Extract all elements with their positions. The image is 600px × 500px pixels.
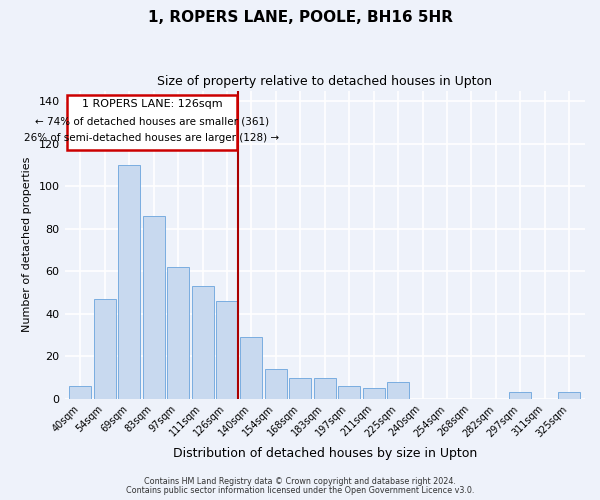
Bar: [241, 337, 262, 399]
Bar: [314, 378, 336, 399]
Bar: [387, 382, 409, 399]
Bar: [191, 286, 214, 399]
Bar: [216, 301, 238, 399]
FancyBboxPatch shape: [67, 95, 237, 150]
Bar: [509, 392, 531, 399]
Bar: [94, 299, 116, 399]
Bar: [167, 267, 189, 399]
Text: 1 ROPERS LANE: 126sqm: 1 ROPERS LANE: 126sqm: [82, 99, 222, 109]
Bar: [143, 216, 165, 399]
Text: ← 74% of detached houses are smaller (361): ← 74% of detached houses are smaller (36…: [35, 116, 269, 126]
Title: Size of property relative to detached houses in Upton: Size of property relative to detached ho…: [157, 75, 492, 88]
Text: Contains public sector information licensed under the Open Government Licence v3: Contains public sector information licen…: [126, 486, 474, 495]
Y-axis label: Number of detached properties: Number of detached properties: [22, 157, 32, 332]
Text: 1, ROPERS LANE, POOLE, BH16 5HR: 1, ROPERS LANE, POOLE, BH16 5HR: [148, 10, 452, 25]
Bar: [70, 386, 91, 399]
Bar: [118, 165, 140, 399]
Text: 26% of semi-detached houses are larger (128) →: 26% of semi-detached houses are larger (…: [25, 133, 280, 143]
Text: Contains HM Land Registry data © Crown copyright and database right 2024.: Contains HM Land Registry data © Crown c…: [144, 477, 456, 486]
Bar: [362, 388, 385, 399]
Bar: [265, 369, 287, 399]
Bar: [558, 392, 580, 399]
Bar: [289, 378, 311, 399]
Bar: [338, 386, 360, 399]
X-axis label: Distribution of detached houses by size in Upton: Distribution of detached houses by size …: [173, 447, 477, 460]
